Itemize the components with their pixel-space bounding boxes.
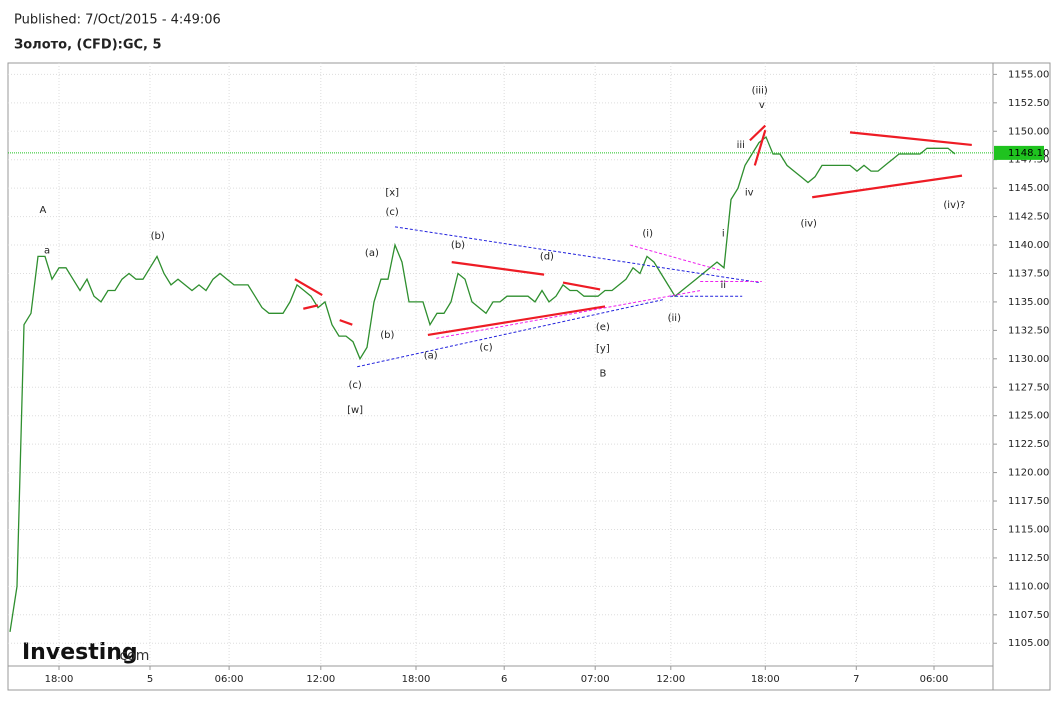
x-tick-label: 12:00 <box>306 674 335 685</box>
wave-label: (a) <box>365 248 379 259</box>
wave-label: (ii) <box>668 313 681 324</box>
y-tick-label: 1110.00 <box>1008 581 1049 592</box>
wave-label: (iv) <box>800 218 817 229</box>
trendline <box>436 290 701 339</box>
trendline <box>394 226 760 284</box>
y-tick-label: 1150.00 <box>1008 126 1049 137</box>
y-tick-label: 1130.00 <box>1008 354 1049 365</box>
x-tick-label: 6 <box>501 674 507 685</box>
y-tick-label: 1145.00 <box>1008 183 1049 194</box>
logo-domain: .com <box>115 648 149 664</box>
y-tick-label: 1140.00 <box>1008 240 1049 251</box>
trendline <box>753 129 767 166</box>
wave-label: i <box>722 229 725 240</box>
x-tick-label: 12:00 <box>656 674 685 685</box>
price-line <box>9 135 956 632</box>
y-tick-label: 1115.00 <box>1008 524 1049 535</box>
trendline <box>749 124 767 142</box>
trendline <box>357 299 664 368</box>
wave-label: [x] <box>385 188 399 199</box>
wave-label: [y] <box>596 344 610 355</box>
x-tick-label: 18:00 <box>751 674 780 685</box>
x-tick-label: 18:00 <box>45 674 74 685</box>
trendline <box>630 244 720 271</box>
trendline <box>427 305 606 337</box>
trendline <box>303 304 319 310</box>
y-tick-label: 1135.00 <box>1008 297 1049 308</box>
y-tick-label: 1147.50 <box>1008 155 1049 166</box>
last-price-box <box>994 145 1044 160</box>
wave-label: a <box>44 246 50 257</box>
y-tick-label: 1122.50 <box>1008 439 1049 450</box>
x-tick-label: 07:00 <box>581 674 610 685</box>
wave-label: (b) <box>151 231 165 242</box>
wave-label: (c) <box>386 207 399 218</box>
wave-label: v <box>759 100 765 111</box>
wave-label: (d) <box>540 251 554 262</box>
wave-label: A <box>39 205 46 216</box>
y-tick-label: 1152.50 <box>1008 98 1049 109</box>
y-tick-label: 1105.00 <box>1008 638 1049 649</box>
y-tick-label: 1142.50 <box>1008 212 1049 223</box>
x-tick-label: 5 <box>147 674 153 685</box>
x-tick-label: 06:00 <box>920 674 949 685</box>
wave-label: (e) <box>596 322 610 333</box>
wave-label: iv <box>745 188 754 199</box>
x-tick-label: 7 <box>853 674 859 685</box>
wave-label: (a) <box>424 350 438 361</box>
wave-label: (b) <box>380 330 394 341</box>
y-tick-label: 1120.00 <box>1008 468 1049 479</box>
wave-label: (c) <box>479 342 492 353</box>
y-tick-label: 1132.50 <box>1008 325 1049 336</box>
wave-label: (iv)? <box>943 200 965 211</box>
wave-label: (c) <box>348 380 361 391</box>
wave-label: (iii) <box>752 85 768 96</box>
last-price-label: 1148.10 <box>1008 148 1049 159</box>
y-tick-label: 1155.00 <box>1008 69 1049 80</box>
wave-label: (i) <box>642 229 653 240</box>
y-tick-label: 1107.50 <box>1008 610 1049 621</box>
frame <box>7 62 1051 691</box>
wave-label: [w] <box>347 405 363 416</box>
trendline <box>562 281 601 291</box>
trendline <box>294 278 323 297</box>
y-tick-label: 1125.00 <box>1008 411 1049 422</box>
wave-label: ii <box>721 280 727 291</box>
y-tick-label: 1117.50 <box>1008 496 1049 507</box>
instrument: Золото, (CFD):GC, 5 <box>14 38 162 53</box>
y-tick-label: 1112.50 <box>1008 553 1049 564</box>
y-tick-label: 1127.50 <box>1008 382 1049 393</box>
trendline <box>339 319 353 326</box>
y-tick-label: 1137.50 <box>1008 268 1049 279</box>
trendline <box>451 261 545 276</box>
x-tick-label: 06:00 <box>215 674 244 685</box>
wave-label: iii <box>737 140 745 151</box>
x-tick-label: 18:00 <box>402 674 431 685</box>
trendline <box>812 174 963 199</box>
logo-brand: Investing <box>22 640 138 665</box>
wave-label: B <box>599 369 606 380</box>
wave-label: (b) <box>451 240 465 251</box>
trendline <box>849 131 972 147</box>
published: Published: 7/Oct/2015 - 4:49:06 <box>14 13 221 28</box>
